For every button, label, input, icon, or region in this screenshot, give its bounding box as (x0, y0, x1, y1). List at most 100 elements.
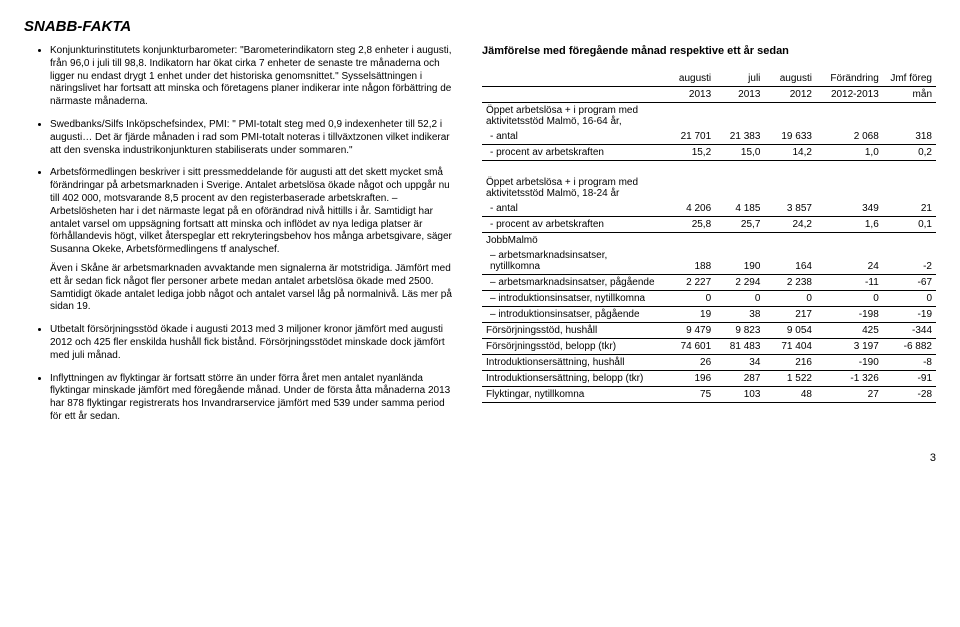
row-value (664, 175, 716, 201)
row-value: -6 882 (883, 339, 936, 355)
table-row: – arbetsmarknadsinsatser, pågående2 2272… (482, 275, 936, 291)
th-blank (482, 71, 664, 87)
row-value: 1 522 (764, 371, 816, 387)
row-value: -198 (816, 307, 883, 323)
row-value: 25,7 (715, 217, 764, 233)
row-value (883, 175, 936, 201)
table-row: – introduktionsinsatser, pågående1938217… (482, 307, 936, 323)
table-body: Öppet arbetslösa + i program med aktivit… (482, 103, 936, 403)
columns: Konjunkturinstitutets konjunkturbaromete… (24, 45, 936, 434)
table-row: Öppet arbetslösa + i program med aktivit… (482, 175, 936, 201)
row-value: 9 823 (715, 323, 764, 339)
row-value: 0,2 (883, 145, 936, 161)
table-row: Introduktionsersättning, hushåll2634216-… (482, 355, 936, 371)
table-row (482, 161, 936, 176)
row-value: -28 (883, 387, 936, 403)
row-label: - antal (482, 129, 664, 145)
row-value: 34 (715, 355, 764, 371)
row-value (664, 233, 716, 249)
row-label: Introduktionsersättning, belopp (tkr) (482, 371, 664, 387)
row-label: Flyktingar, nytillkomna (482, 387, 664, 403)
table-row: - antal4 2064 1853 85734921 (482, 201, 936, 217)
row-value: 15,2 (664, 145, 716, 161)
row-value: 1,6 (816, 217, 883, 233)
row-value: 188 (664, 248, 716, 275)
row-value: 2 238 (764, 275, 816, 291)
bullet-list: Konjunkturinstitutets konjunkturbaromete… (24, 45, 454, 424)
table-row: Flyktingar, nytillkomna751034827-28 (482, 387, 936, 403)
table-row: - procent av arbetskraften25,825,724,21,… (482, 217, 936, 233)
row-value: 216 (764, 355, 816, 371)
th-juli2013-b: 2013 (715, 87, 764, 103)
row-value: 75 (664, 387, 716, 403)
row-value (715, 103, 764, 130)
row-label: Försörjningsstöd, belopp (tkr) (482, 339, 664, 355)
row-label: Introduktionsersättning, hushåll (482, 355, 664, 371)
row-value: 425 (816, 323, 883, 339)
page-title: SNABB-FAKTA (24, 18, 936, 35)
row-value: 21 701 (664, 129, 716, 145)
row-value: 15,0 (715, 145, 764, 161)
table-head: augusti juli augusti Förändring Jmf före… (482, 71, 936, 103)
row-value: -344 (883, 323, 936, 339)
table-row: Försörjningsstöd, hushåll9 4799 8239 054… (482, 323, 936, 339)
row-value: 287 (715, 371, 764, 387)
table-row: – introduktionsinsatser, nytillkomna0000… (482, 291, 936, 307)
row-label: – arbetsmarknadsinsatser, pågående (482, 275, 664, 291)
row-value: -19 (883, 307, 936, 323)
row-label: - procent av arbetskraften (482, 217, 664, 233)
th-aug2012-b: 2012 (764, 87, 816, 103)
th-aug2013-a: augusti (664, 71, 716, 87)
table-row: - procent av arbetskraften15,215,014,21,… (482, 145, 936, 161)
row-value: 0 (664, 291, 716, 307)
row-value: 25,8 (664, 217, 716, 233)
row-value: 14,2 (764, 145, 816, 161)
row-label: JobbMalmö (482, 233, 664, 249)
th-juli2013-a: juli (715, 71, 764, 87)
row-label: Försörjningsstöd, hushåll (482, 323, 664, 339)
row-value: 24,2 (764, 217, 816, 233)
row-value: 217 (764, 307, 816, 323)
row-value: 48 (764, 387, 816, 403)
row-value: -11 (816, 275, 883, 291)
table-heading: Jämförelse med föregående månad respekti… (482, 45, 936, 57)
row-label: - procent av arbetskraften (482, 145, 664, 161)
row-value: -91 (883, 371, 936, 387)
row-value: 9 054 (764, 323, 816, 339)
right-column: Jämförelse med föregående månad respekti… (482, 45, 936, 434)
row-value: 0 (764, 291, 816, 307)
bullet-item: Swedbanks/Silfs Inköpschefsindex, PMI: "… (50, 119, 454, 157)
row-value (816, 175, 883, 201)
th-prev-b: mån (883, 87, 936, 103)
row-value: 19 (664, 307, 716, 323)
th-aug2013-b: 2013 (664, 87, 716, 103)
row-value: 0 (715, 291, 764, 307)
row-value: 19 633 (764, 129, 816, 145)
row-value: 71 404 (764, 339, 816, 355)
row-value: 74 601 (664, 339, 716, 355)
row-value (664, 103, 716, 130)
row-value (764, 175, 816, 201)
row-value: 318 (883, 129, 936, 145)
th-aug2012-a: augusti (764, 71, 816, 87)
row-value: 190 (715, 248, 764, 275)
row-value: 3 197 (816, 339, 883, 355)
table-row: Introduktionsersättning, belopp (tkr)196… (482, 371, 936, 387)
table-row: - antal21 70121 38319 6332 068318 (482, 129, 936, 145)
table-row: Försörjningsstöd, belopp (tkr)74 60181 4… (482, 339, 936, 355)
th-blank2 (482, 87, 664, 103)
row-value: 0 (883, 291, 936, 307)
row-label: Öppet arbetslösa + i program med aktivit… (482, 103, 664, 130)
row-value (883, 103, 936, 130)
row-value: 2 068 (816, 129, 883, 145)
row-value (816, 233, 883, 249)
row-value: 196 (664, 371, 716, 387)
bullet-item: Inflyttningen av flyktingar är fortsatt … (50, 373, 454, 424)
row-value: -2 (883, 248, 936, 275)
th-change-b: 2012-2013 (816, 87, 883, 103)
row-value: 2 294 (715, 275, 764, 291)
row-label: – introduktionsinsatser, nytillkomna (482, 291, 664, 307)
row-value: 3 857 (764, 201, 816, 217)
table-row: JobbMalmö (482, 233, 936, 249)
row-value (816, 103, 883, 130)
